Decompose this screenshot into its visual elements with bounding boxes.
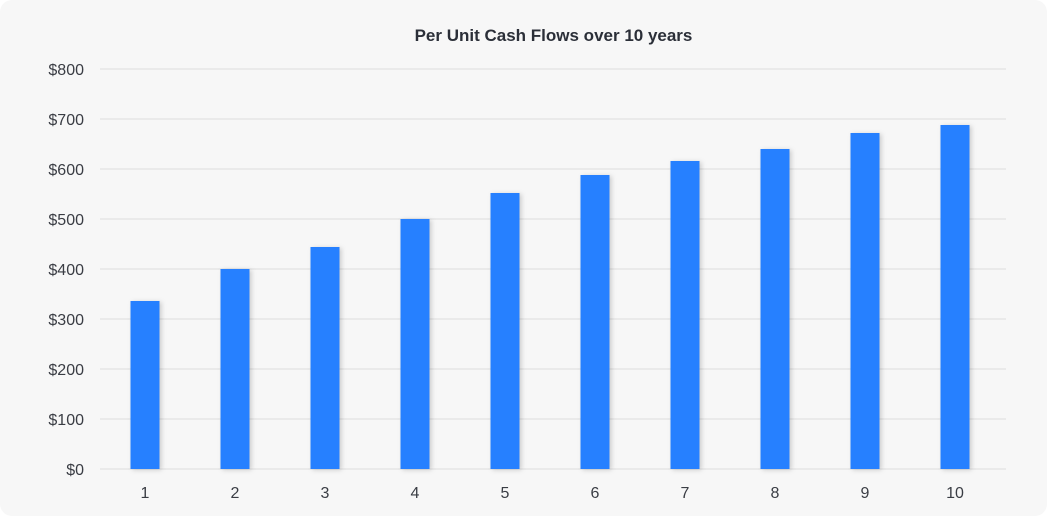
bar (220, 269, 250, 469)
x-tick-label: 8 (771, 485, 780, 502)
y-tick-label: $400 (48, 262, 84, 279)
y-tick-label: $600 (48, 162, 84, 179)
bar (490, 193, 520, 469)
bars (130, 125, 970, 469)
x-tick-label: 7 (681, 485, 690, 502)
y-tick-label: $300 (48, 312, 84, 329)
y-tick-label: $500 (48, 212, 84, 229)
bar (130, 301, 160, 469)
x-tick-label: 9 (861, 485, 870, 502)
bar (850, 133, 880, 469)
bar (670, 161, 700, 469)
x-tick-label: 1 (141, 485, 150, 502)
x-tick-label: 2 (231, 485, 240, 502)
x-axis-labels: 1 2 3 4 5 6 7 8 9 10 (141, 485, 964, 502)
bar (400, 219, 430, 469)
y-tick-label: $100 (48, 412, 84, 429)
bar (580, 175, 610, 469)
y-tick-label: $800 (48, 62, 84, 79)
y-tick-label: $700 (48, 112, 84, 129)
chart-title: Per Unit Cash Flows over 10 years (414, 26, 693, 45)
bar (760, 149, 790, 469)
x-tick-label: 5 (501, 485, 510, 502)
x-tick-label: 3 (321, 485, 330, 502)
x-tick-label: 6 (591, 485, 600, 502)
x-tick-label: 4 (411, 485, 420, 502)
bar (940, 125, 970, 469)
x-tick-label: 10 (946, 485, 964, 502)
y-tick-label: $0 (66, 462, 84, 479)
bar (310, 247, 340, 469)
y-axis-labels: $0 $100 $200 $300 $400 $500 $600 $700 $800 (48, 62, 84, 479)
y-tick-label: $200 (48, 362, 84, 379)
